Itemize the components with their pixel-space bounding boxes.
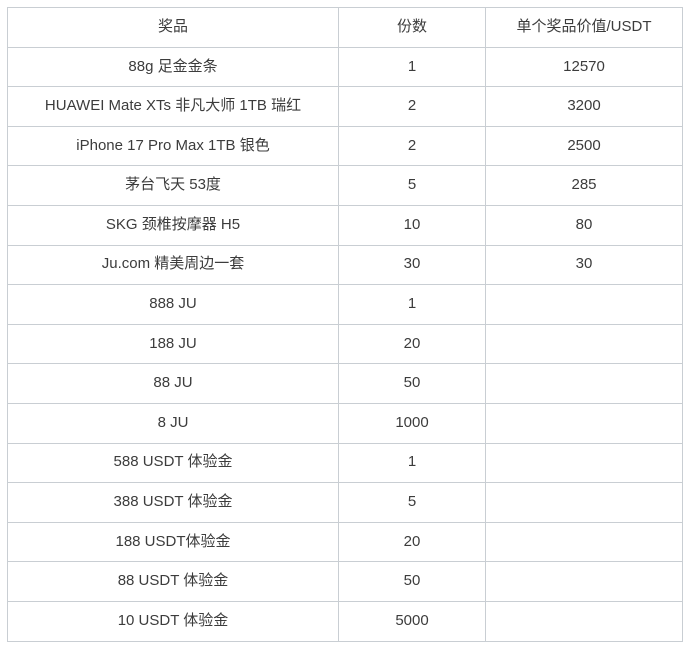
cell-prize: 588 USDT 体验金 xyxy=(7,442,339,484)
table-row: 188 USDT体验金 20 xyxy=(7,521,683,563)
cell-count: 1 xyxy=(338,46,486,88)
cell-count: 30 xyxy=(338,244,486,286)
table-header-row: 奖品 份数 单个奖品价值/USDT xyxy=(7,7,683,48)
cell-count: 5 xyxy=(338,482,486,523)
cell-count: 10 xyxy=(338,204,486,246)
table-body: 88g 足金金条 1 12570 HUAWEI Mate XTs 非凡大师 1TB 瑞… xyxy=(7,46,683,642)
cell-prize: 茅台飞天 53度 xyxy=(7,165,339,206)
cell-prize: HUAWEI Mate XTs 非凡大师 1TB 瑞红 xyxy=(7,86,339,127)
cell-count: 2 xyxy=(338,125,486,167)
cell-prize: iPhone 17 Pro Max 1TB 银色 xyxy=(7,125,339,167)
cell-value xyxy=(485,482,683,523)
cell-count: 1 xyxy=(338,284,486,325)
cell-value xyxy=(485,600,683,642)
cell-prize: SKG 颈椎按摩器 H5 xyxy=(7,204,339,246)
cell-count: 2 xyxy=(338,86,486,127)
cell-value xyxy=(485,442,683,484)
cell-count: 5000 xyxy=(338,600,486,642)
cell-value: 285 xyxy=(485,165,683,206)
cell-prize: 88 JU xyxy=(7,363,339,404)
cell-value: 3200 xyxy=(485,86,683,127)
cell-value: 2500 xyxy=(485,125,683,167)
cell-count: 50 xyxy=(338,561,486,602)
cell-value: 12570 xyxy=(485,46,683,88)
table-row: 8 JU 1000 xyxy=(7,402,683,444)
prize-table: 奖品 份数 单个奖品价值/USDT 88g 足金金条 1 12570 HUAWEI M… xyxy=(7,7,683,642)
cell-prize: 388 USDT 体验金 xyxy=(7,482,339,523)
column-header-prize: 奖品 xyxy=(7,7,339,48)
column-header-count: 份数 xyxy=(338,7,486,48)
cell-prize: 188 JU xyxy=(7,323,339,365)
cell-value xyxy=(485,323,683,365)
cell-value xyxy=(485,402,683,444)
cell-count: 1 xyxy=(338,442,486,484)
cell-prize: 888 JU xyxy=(7,284,339,325)
cell-prize: 8 JU xyxy=(7,402,339,444)
table-row: 388 USDT 体验金 5 xyxy=(7,482,683,523)
cell-count: 20 xyxy=(338,521,486,563)
cell-value xyxy=(485,363,683,404)
prize-table-container: 奖品 份数 单个奖品价值/USDT 88g 足金金条 1 12570 HUAWEI M… xyxy=(7,7,683,642)
cell-prize: 88 USDT 体验金 xyxy=(7,561,339,602)
table-row: 188 JU 20 xyxy=(7,323,683,365)
table-row: SKG 颈椎按摩器 H5 10 80 xyxy=(7,204,683,246)
table-row: Ju.com 精美周边一套 30 30 xyxy=(7,244,683,286)
cell-prize: 188 USDT体验金 xyxy=(7,521,339,563)
cell-prize: Ju.com 精美周边一套 xyxy=(7,244,339,286)
cell-count: 1000 xyxy=(338,402,486,444)
table-row: 888 JU 1 xyxy=(7,284,683,325)
cell-count: 20 xyxy=(338,323,486,365)
table-row: 10 USDT 体验金 5000 xyxy=(7,600,683,642)
cell-value: 80 xyxy=(485,204,683,246)
table-row: HUAWEI Mate XTs 非凡大师 1TB 瑞红 2 3200 xyxy=(7,86,683,127)
cell-value xyxy=(485,521,683,563)
cell-value: 30 xyxy=(485,244,683,286)
table-row: iPhone 17 Pro Max 1TB 银色 2 2500 xyxy=(7,125,683,167)
table-row: 88 JU 50 xyxy=(7,363,683,404)
cell-prize: 88g 足金金条 xyxy=(7,46,339,88)
table-row: 88g 足金金条 1 12570 xyxy=(7,46,683,88)
table-header: 奖品 份数 单个奖品价值/USDT xyxy=(7,7,683,48)
cell-count: 50 xyxy=(338,363,486,404)
table-row: 88 USDT 体验金 50 xyxy=(7,561,683,602)
cell-count: 5 xyxy=(338,165,486,206)
column-header-value: 单个奖品价值/USDT xyxy=(485,7,683,48)
cell-prize: 10 USDT 体验金 xyxy=(7,600,339,642)
cell-value xyxy=(485,284,683,325)
table-row: 588 USDT 体验金 1 xyxy=(7,442,683,484)
cell-value xyxy=(485,561,683,602)
table-row: 茅台飞天 53度 5 285 xyxy=(7,165,683,206)
